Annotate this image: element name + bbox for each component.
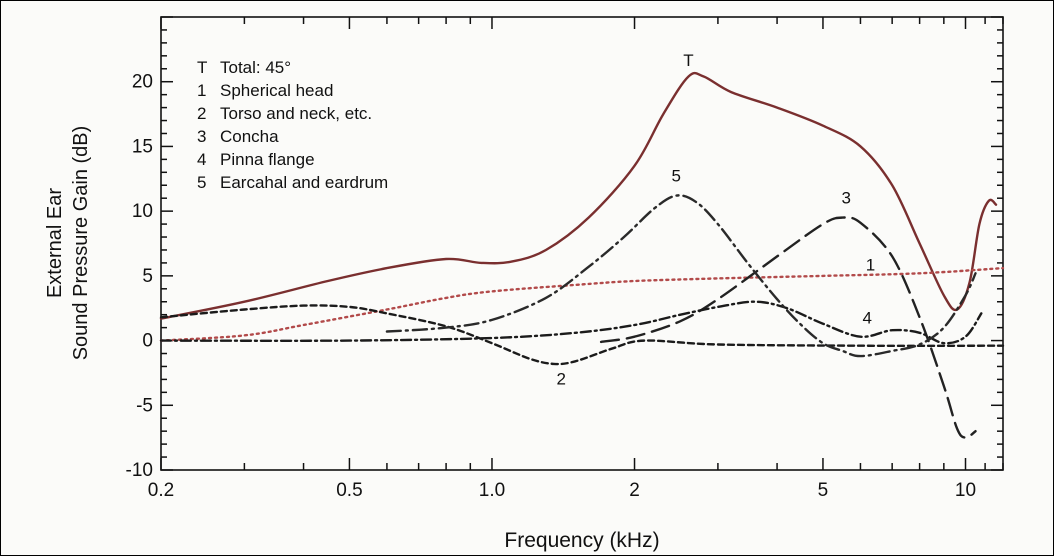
legend: T Total: 45° 1 Spherical head 2 Torso and nec… [197, 58, 388, 192]
curve-label-T: T [683, 51, 693, 70]
curves [159, 71, 1005, 439]
curve-label-2: 2 [556, 370, 565, 389]
y-axis-label-line2: Sound Pressure Gain (dB) [70, 126, 92, 361]
curve-label-5: 5 [672, 166, 681, 185]
legend-entry: Torso and neck, etc. [220, 104, 372, 123]
y-tick-label: 10 [132, 201, 153, 222]
x-tick-label: 1.0 [479, 480, 505, 501]
x-axis-label: Frequency (kHz) [504, 529, 659, 552]
series-line-4 [159, 300, 983, 345]
y-axis-label-line1: External Ear [44, 188, 66, 298]
y-tick-label: -10 [126, 460, 153, 481]
legend-key: 5 [197, 173, 206, 192]
legend-key: 4 [197, 150, 206, 169]
legend-entry: Pinna flange [220, 150, 315, 169]
y-tick-label: 15 [132, 136, 153, 157]
legend-key: 3 [197, 127, 206, 146]
legend-key: 1 [197, 81, 206, 100]
y-tick-label: 5 [142, 266, 153, 287]
legend-key: 2 [197, 104, 206, 123]
y-tick-label: 20 [132, 72, 153, 93]
x-tick-label: 0.2 [148, 480, 174, 501]
series-line-1 [159, 266, 1005, 342]
curve-labels: T 1 2 3 4 5 [556, 51, 875, 388]
x-tick-label: 2 [629, 480, 640, 501]
series-line-3 [599, 216, 977, 439]
x-tick-label: 0.5 [336, 480, 362, 501]
x-tick-label: 5 [818, 480, 829, 501]
legend-entry: Total: 45° [220, 58, 291, 77]
axis-ticks [160, 16, 1004, 471]
curve-label-3: 3 [842, 188, 851, 207]
y-tick-label: -5 [136, 395, 153, 416]
y-tick-labels: -10 -5 0 5 10 15 20 [126, 72, 153, 481]
legend-key: T [197, 58, 207, 77]
plot-area [160, 16, 1004, 471]
legend-entry: Spherical head [220, 81, 333, 100]
series-line-2 [159, 304, 1005, 366]
series-line-5 [385, 194, 977, 358]
x-tick-label: 10 [955, 480, 976, 501]
y-tick-label: 0 [142, 331, 153, 352]
curve-label-4: 4 [862, 309, 871, 328]
legend-entry: Concha [220, 127, 279, 146]
curve-label-1: 1 [866, 256, 875, 275]
legend-entry: Earcahal and eardrum [220, 173, 388, 192]
x-tick-labels: 0.2 0.5 1.0 2 5 10 [148, 480, 976, 501]
